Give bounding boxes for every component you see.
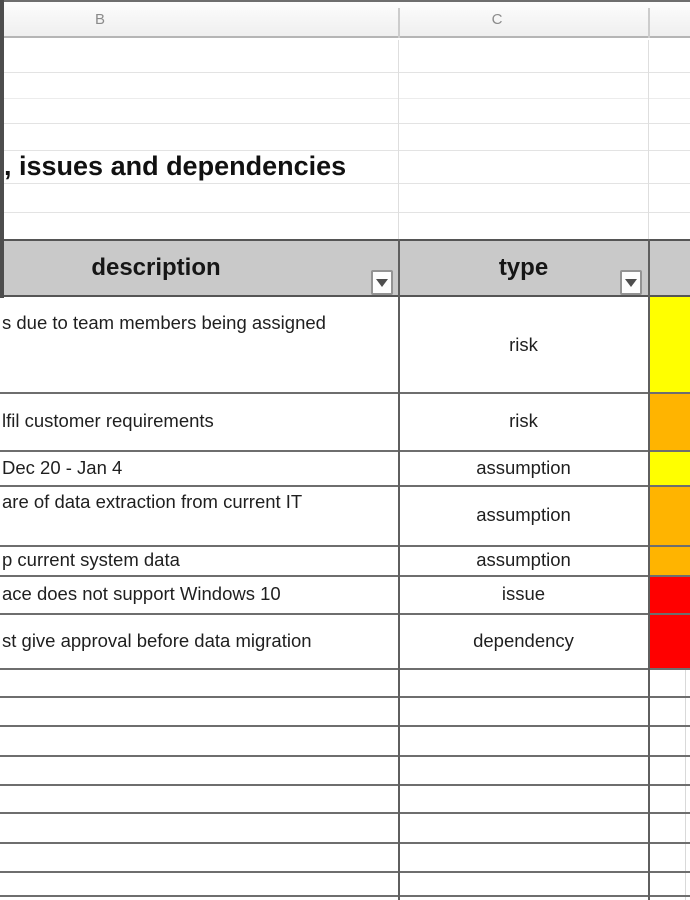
cell-description-row3[interactable]: Dec 20 - Jan 4 — [2, 456, 123, 478]
gridline — [0, 725, 690, 727]
filter-dropdown-type[interactable] — [620, 270, 642, 295]
cell-type-row1[interactable]: risk — [509, 333, 538, 355]
column-resize-handle[interactable] — [398, 8, 400, 38]
gridline — [0, 613, 690, 615]
table-border-top — [0, 239, 690, 241]
cell-type-row5[interactable]: assumption — [476, 549, 571, 570]
gridline — [0, 842, 690, 844]
gridline — [0, 392, 690, 394]
gridline — [0, 696, 690, 698]
chevron-down-icon — [376, 278, 388, 287]
header-cell-type[interactable]: type — [498, 254, 549, 281]
gridline — [0, 871, 690, 873]
gridline — [398, 40, 399, 239]
sheet-left-border — [0, 0, 4, 298]
cell-status-row6[interactable] — [650, 575, 690, 613]
gridline — [0, 575, 690, 577]
cell-description-row6[interactable]: ace does not support Windows 10 — [2, 583, 281, 604]
cell-type-row3[interactable]: assumption — [476, 456, 571, 478]
gridline — [0, 183, 690, 184]
column-header-c[interactable]: C — [491, 11, 503, 28]
table-border-bottom — [0, 295, 690, 297]
cell-status-row7[interactable] — [650, 613, 690, 668]
cell-status-row4[interactable] — [650, 485, 690, 545]
gridline — [0, 150, 690, 151]
gridline — [648, 239, 650, 900]
column-resize-handle[interactable] — [648, 8, 650, 38]
column-ruler: B C — [0, 0, 690, 38]
cell-description-row2[interactable]: lfil customer requirements — [2, 410, 214, 431]
gridline — [648, 40, 649, 239]
column-header-b[interactable]: B — [94, 11, 105, 28]
gridline — [0, 812, 690, 814]
gridline — [0, 545, 690, 547]
header-cell-description[interactable]: description — [91, 254, 221, 281]
cell-status-row2[interactable] — [650, 392, 690, 450]
cell-type-row7[interactable]: dependency — [473, 629, 574, 651]
table-header-row — [0, 241, 690, 295]
cell-description-row7[interactable]: st give approval before data migration — [2, 629, 312, 651]
cell-description-row1[interactable]: s due to team members being assigned — [2, 312, 326, 333]
filter-dropdown-description[interactable] — [371, 270, 393, 295]
cell-description-row4[interactable]: are of data extraction from current IT — [2, 491, 303, 512]
sheet-title: , issues and dependencies — [4, 151, 347, 181]
cell-description-row5[interactable]: p current system data — [2, 549, 180, 570]
gridline — [0, 212, 690, 213]
cell-type-row6[interactable]: issue — [501, 583, 546, 604]
cell-status-row5[interactable] — [650, 545, 690, 575]
gridline — [0, 450, 690, 452]
chevron-down-icon — [625, 278, 637, 287]
gridline — [0, 895, 690, 897]
gridline — [0, 755, 690, 757]
gridline — [0, 485, 690, 487]
cell-type-row4[interactable]: assumption — [476, 504, 571, 525]
gridline — [0, 784, 690, 786]
gridline — [0, 98, 690, 99]
cell-status-row3[interactable] — [650, 450, 690, 485]
gridline — [0, 123, 690, 124]
cell-status-row1[interactable] — [650, 297, 690, 392]
gridline — [398, 239, 400, 900]
gridline — [0, 72, 690, 73]
gridline — [0, 668, 690, 670]
cell-type-row2[interactable]: risk — [509, 410, 538, 431]
